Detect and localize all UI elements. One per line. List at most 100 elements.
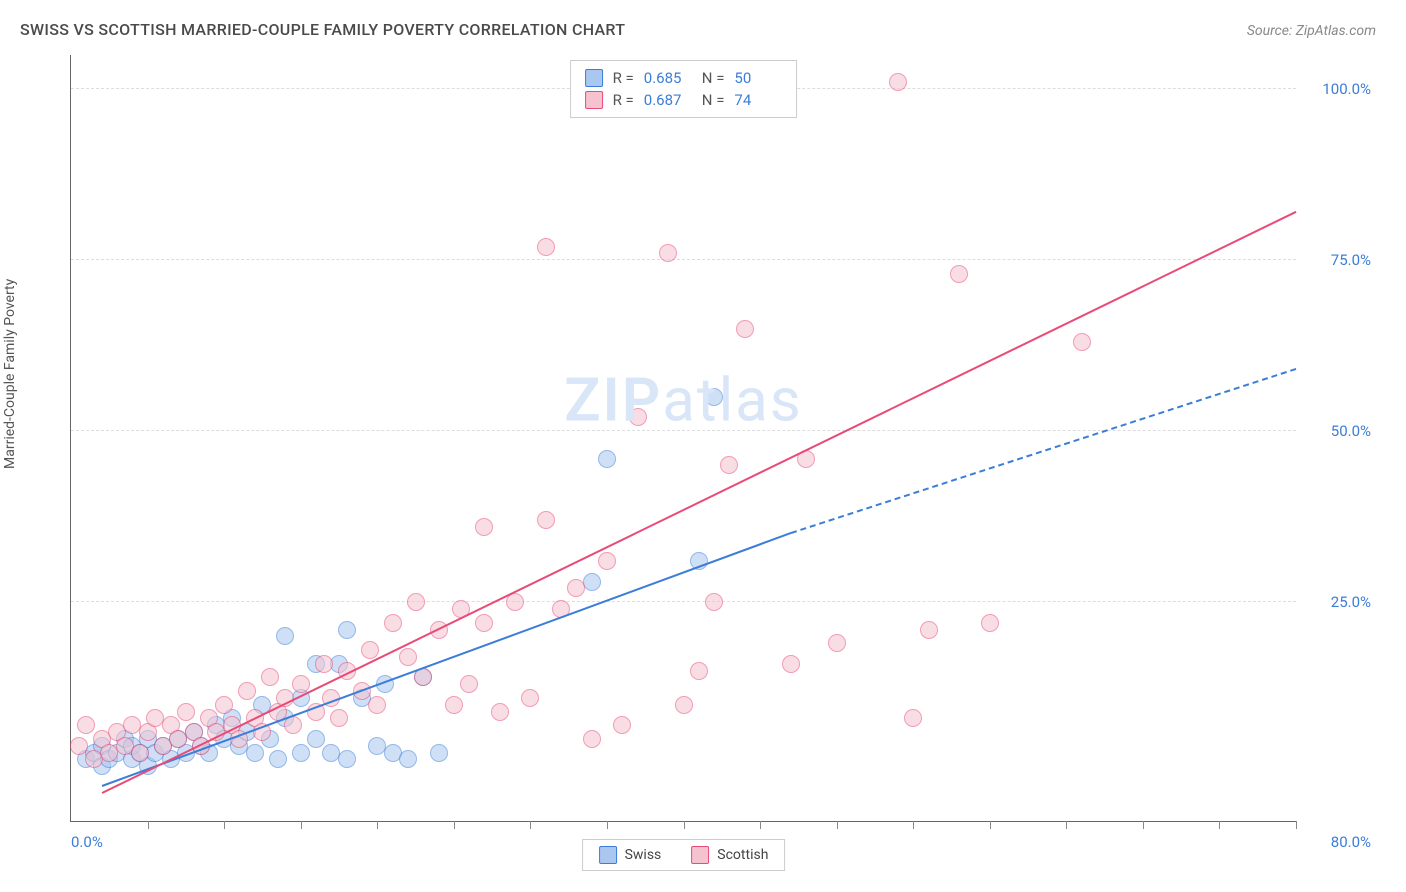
data-point	[261, 668, 279, 686]
y-tick-label: 100.0%	[1306, 80, 1371, 98]
x-tick	[990, 821, 991, 829]
data-point	[675, 696, 693, 714]
x-tick	[1066, 821, 1067, 829]
source-label: Source: ZipAtlas.com	[1247, 23, 1376, 39]
scottish-r-value: 0.687	[644, 91, 692, 109]
x-tick	[148, 821, 149, 829]
data-point	[399, 648, 417, 666]
n-label: N =	[702, 91, 725, 109]
data-point	[292, 675, 310, 693]
y-tick-label: 25.0%	[1306, 593, 1371, 611]
legend-item-swiss: Swiss	[599, 846, 662, 864]
x-tick	[684, 821, 685, 829]
data-point	[598, 552, 616, 570]
trend-line	[101, 210, 1296, 793]
x-tick	[301, 821, 302, 829]
x-tick	[1143, 821, 1144, 829]
scottish-n-value: 74	[734, 91, 782, 109]
data-point	[215, 696, 233, 714]
y-axis-label: Married-Couple Family Poverty	[2, 278, 18, 468]
data-point	[904, 709, 922, 727]
data-point	[361, 641, 379, 659]
data-point	[720, 456, 738, 474]
data-point	[690, 662, 708, 680]
data-point	[491, 703, 509, 721]
data-point	[269, 750, 287, 768]
data-point	[1073, 333, 1091, 351]
x-tick	[607, 821, 608, 829]
data-point	[177, 703, 195, 721]
data-point	[330, 709, 348, 727]
swiss-swatch	[585, 69, 603, 87]
data-point	[537, 238, 555, 256]
data-point	[782, 655, 800, 673]
n-label: N =	[702, 69, 725, 87]
data-point	[430, 744, 448, 762]
data-point	[70, 737, 88, 755]
data-point	[368, 696, 386, 714]
data-point	[276, 627, 294, 645]
swiss-swatch	[599, 846, 617, 864]
stats-row-scottish: R = 0.687 N = 74	[585, 89, 783, 111]
y-tick-label: 75.0%	[1306, 251, 1371, 269]
data-point	[338, 750, 356, 768]
x-axis-max-label: 80.0%	[1331, 833, 1371, 851]
data-point	[338, 621, 356, 639]
data-point	[629, 408, 647, 426]
gridline	[71, 430, 1296, 431]
chart-title: SWISS VS SCOTTISH MARRIED-COUPLE FAMILY …	[20, 20, 625, 39]
data-point	[981, 614, 999, 632]
x-tick	[760, 821, 761, 829]
data-point	[705, 388, 723, 406]
data-point	[246, 744, 264, 762]
data-point	[567, 579, 585, 597]
x-tick	[454, 821, 455, 829]
chart-container: Married-Couple Family Poverty ZIPatlas R…	[20, 55, 1376, 882]
legend-label: Swiss	[625, 847, 662, 863]
gridline	[71, 259, 1296, 260]
data-point	[399, 750, 417, 768]
data-point	[613, 716, 631, 734]
data-point	[407, 593, 425, 611]
data-point	[659, 244, 677, 262]
data-point	[736, 320, 754, 338]
x-tick	[913, 821, 914, 829]
swiss-r-value: 0.685	[644, 69, 692, 87]
x-tick	[837, 821, 838, 829]
data-point	[475, 614, 493, 632]
data-point	[521, 689, 539, 707]
data-point	[445, 696, 463, 714]
data-point	[238, 682, 256, 700]
r-label: R =	[613, 91, 634, 109]
x-tick	[377, 821, 378, 829]
data-point	[77, 716, 95, 734]
data-point	[460, 675, 478, 693]
watermark: ZIPatlas	[564, 364, 803, 435]
swiss-n-value: 50	[734, 69, 782, 87]
y-tick-label: 50.0%	[1306, 422, 1371, 440]
legend-item-scottish: Scottish	[691, 846, 768, 864]
data-point	[598, 450, 616, 468]
data-point	[131, 744, 149, 762]
data-point	[537, 511, 555, 529]
r-label: R =	[613, 69, 634, 87]
data-point	[950, 265, 968, 283]
data-point	[583, 730, 601, 748]
data-point	[475, 518, 493, 536]
gridline	[71, 601, 1296, 602]
data-point	[315, 655, 333, 673]
plot-area: ZIPatlas R = 0.685 N = 50 R = 0.687 N = …	[70, 55, 1296, 822]
scottish-swatch	[691, 846, 709, 864]
data-point	[384, 614, 402, 632]
stats-legend-box: R = 0.685 N = 50 R = 0.687 N = 74	[570, 60, 798, 118]
data-point	[705, 593, 723, 611]
x-axis-min-label: 0.0%	[71, 833, 103, 851]
series-legend: Swiss Scottish	[582, 839, 786, 871]
data-point	[292, 744, 310, 762]
data-point	[828, 634, 846, 652]
scottish-swatch	[585, 91, 603, 109]
data-point	[920, 621, 938, 639]
x-tick	[530, 821, 531, 829]
legend-label: Scottish	[717, 847, 768, 863]
data-point	[583, 573, 601, 591]
